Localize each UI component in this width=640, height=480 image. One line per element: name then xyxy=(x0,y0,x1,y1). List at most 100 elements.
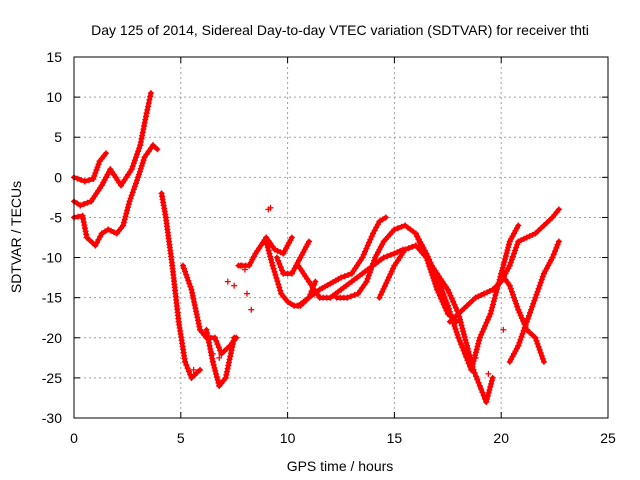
data-point-track-15 xyxy=(504,247,511,254)
data-point-track-14 xyxy=(459,325,466,332)
data-point-track-17 xyxy=(509,291,516,298)
data-point-track-13 xyxy=(365,272,372,279)
data-point-track-4 xyxy=(95,236,102,243)
data-point-track-4 xyxy=(98,230,105,237)
data-point-track-14 xyxy=(447,292,454,299)
data-point-track-9 xyxy=(268,259,275,266)
data-point-track-4 xyxy=(101,228,108,235)
data-point-scatter xyxy=(244,290,251,297)
data-point-track-1 xyxy=(92,170,99,177)
data-point-track-16 xyxy=(492,283,499,290)
data-point-track-12 xyxy=(367,236,374,243)
data-point-track-15 xyxy=(491,295,498,302)
x-tick-label: 15 xyxy=(387,430,403,446)
data-point-track-3 xyxy=(146,96,153,103)
data-point-track-6 xyxy=(179,262,186,269)
data-point-track-6 xyxy=(191,302,198,309)
data-point-track-3 xyxy=(128,166,135,173)
data-point-track-3 xyxy=(132,154,139,161)
data-point-track-5 xyxy=(191,372,198,379)
data-point-track-18 xyxy=(552,248,559,255)
data-point-track-4 xyxy=(120,219,127,226)
data-point-track-7 xyxy=(212,367,219,374)
data-point-track-7 xyxy=(211,364,218,371)
data-point-track-10 xyxy=(276,260,283,267)
data-point-track-4 xyxy=(126,198,133,205)
data-point-track-14 xyxy=(402,246,409,253)
data-point-track-16 xyxy=(452,313,459,320)
data-point-track-10 xyxy=(279,267,286,274)
data-point-track-8 xyxy=(271,246,278,253)
data-point-track-14 xyxy=(488,377,495,384)
data-point-track-9 xyxy=(268,256,275,263)
data-point-track-3 xyxy=(134,151,141,158)
data-point-track-7 xyxy=(228,347,235,354)
data-point-track-15 xyxy=(473,346,480,353)
data-point-track-4 xyxy=(123,210,130,217)
data-point-track-7 xyxy=(226,356,233,363)
y-tick-label: -10 xyxy=(42,250,62,266)
data-point-track-15 xyxy=(459,344,466,351)
data-point-track-15 xyxy=(476,334,483,341)
data-point-track-15 xyxy=(483,319,490,326)
y-tick-label: 0 xyxy=(54,169,62,185)
data-point-track-15 xyxy=(470,358,477,365)
data-point-track-7 xyxy=(229,344,236,351)
data-point-track-8 xyxy=(249,256,256,263)
data-point-track-12 xyxy=(363,245,370,252)
data-point-track-4 xyxy=(125,201,132,208)
data-point-track-3 xyxy=(136,145,143,152)
plot-frame xyxy=(73,56,609,419)
data-point-track-18 xyxy=(549,254,556,261)
data-point-track-18 xyxy=(531,297,538,304)
data-point-track-12 xyxy=(373,224,380,231)
data-point-track-14 xyxy=(460,328,467,335)
data-point-track-12 xyxy=(338,274,344,281)
data-point-track-15 xyxy=(501,258,508,265)
data-point-track-4 xyxy=(139,160,146,167)
data-point-track-15 xyxy=(482,322,489,329)
data-point-track-7 xyxy=(233,334,240,341)
data-point-track-4 xyxy=(143,151,150,158)
data-point-track-15 xyxy=(458,341,465,348)
data-point-track-14 xyxy=(484,395,491,402)
data-point-track-16 xyxy=(555,206,562,213)
x-axis-label: GPS time / hours xyxy=(287,458,394,474)
data-point-track-16 xyxy=(513,244,520,251)
data-point-track-5 xyxy=(188,374,195,381)
data-point-track-15 xyxy=(484,316,491,323)
data-point-track-14 xyxy=(409,243,416,250)
data-point-track-6 xyxy=(214,341,221,348)
data-point-track-4 xyxy=(132,180,139,187)
data-point-track-18 xyxy=(536,282,543,289)
data-point-track-13 xyxy=(366,269,373,276)
data-point-track-17 xyxy=(518,315,525,322)
data-point-track-4 xyxy=(92,242,99,249)
data-point-track-4 xyxy=(110,229,117,236)
data-point-track-11 xyxy=(394,249,401,256)
data-point-track-17 xyxy=(512,297,519,304)
data-point-track-6 xyxy=(193,308,200,315)
data-point-track-17 xyxy=(532,334,539,341)
data-point-track-4 xyxy=(105,226,112,233)
data-point-track-10 xyxy=(275,257,282,264)
data-point-track-12 xyxy=(366,239,373,246)
data-point-track-15 xyxy=(447,311,454,318)
data-point-track-15 xyxy=(492,292,499,299)
data-point-track-9 xyxy=(264,241,271,248)
data-point-track-3 xyxy=(131,157,138,164)
x-tick-label: 20 xyxy=(493,430,509,446)
data-point-track-1 xyxy=(85,177,92,184)
data-point-track-15 xyxy=(428,262,435,269)
data-point-track-15 xyxy=(469,363,476,370)
y-tick-label: 15 xyxy=(46,49,62,65)
data-point-track-9 xyxy=(266,250,273,257)
data-point-scatter xyxy=(472,354,479,361)
data-point-track-7 xyxy=(222,374,229,381)
data-point-track-4 xyxy=(129,189,136,196)
data-point-track-16 xyxy=(495,281,502,288)
data-point-track-14 xyxy=(489,374,496,381)
data-point-track-17 xyxy=(526,329,533,336)
data-point-track-15 xyxy=(505,244,512,251)
data-point-track-18 xyxy=(530,300,537,307)
